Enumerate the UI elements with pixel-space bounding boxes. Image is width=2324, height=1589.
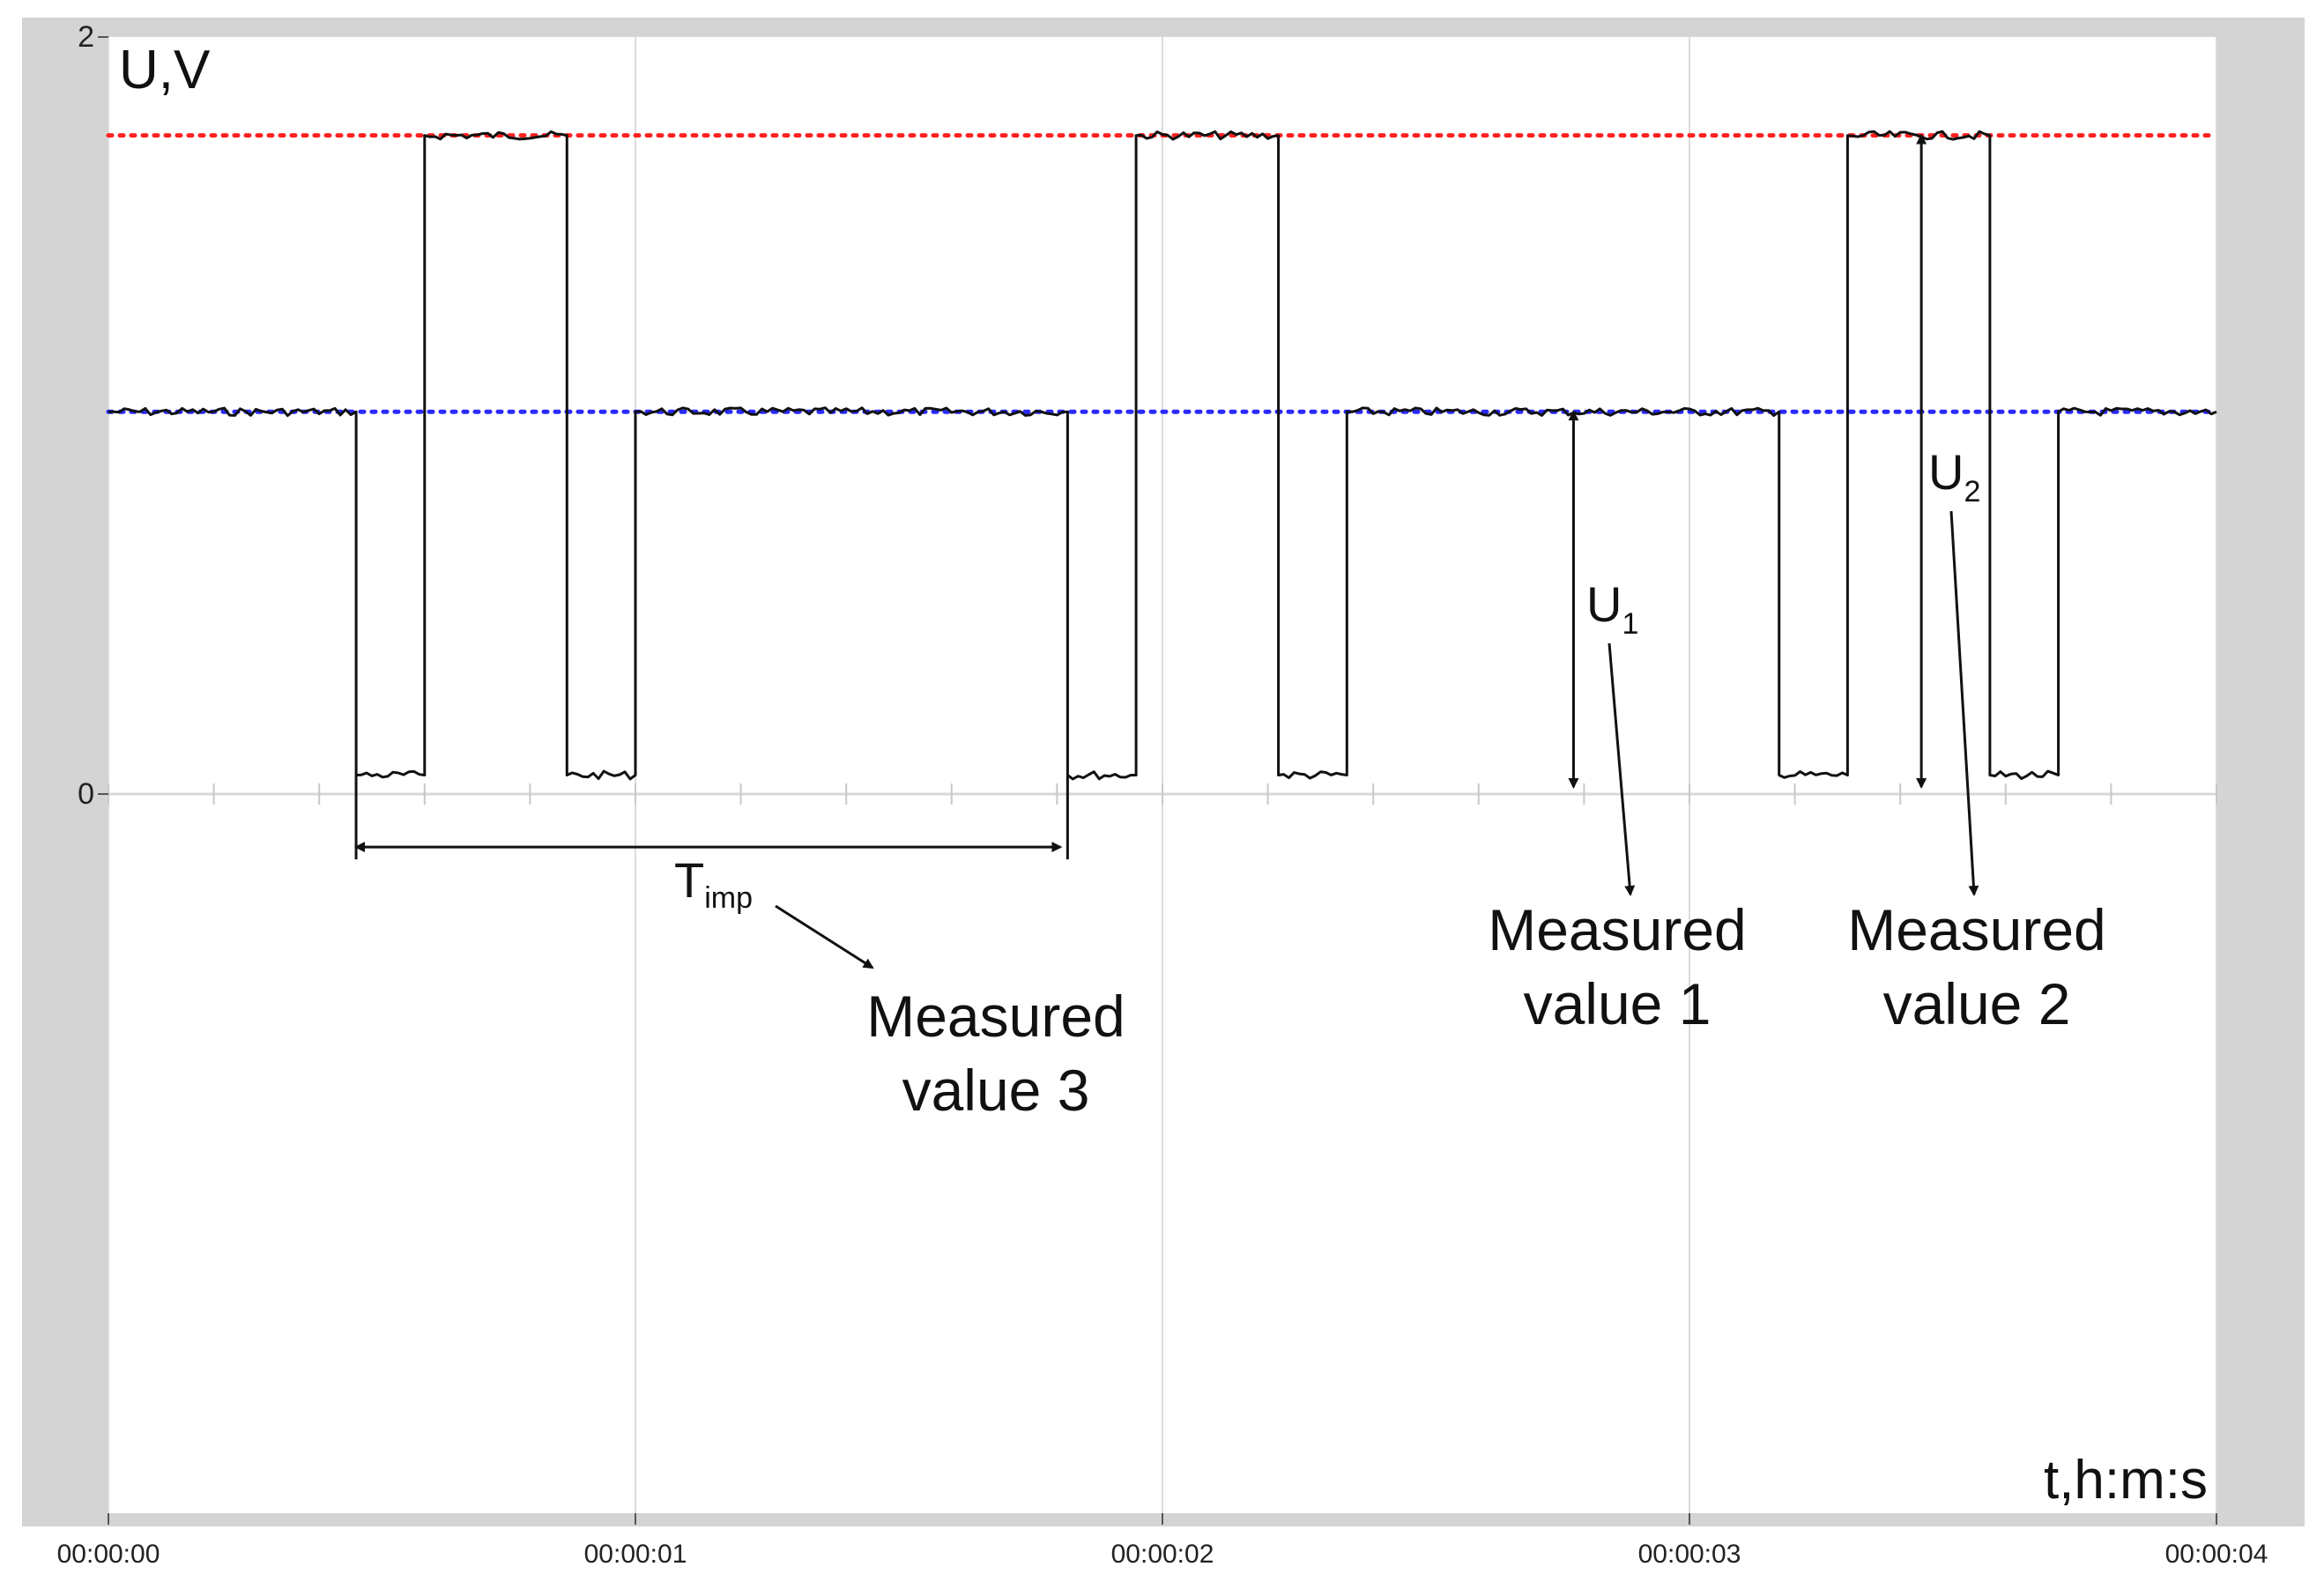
annotations <box>354 133 1979 969</box>
x-axis-label: t,h:m:s <box>2044 1450 2208 1511</box>
u2-label: U2 <box>1928 444 1980 509</box>
u2-leader-arrow <box>1949 510 1979 896</box>
measured-value-2-line2: value 2 <box>1883 971 2071 1036</box>
timp-label: Timp <box>674 852 753 915</box>
x-tick-label-1: 00:00:01 <box>584 1540 687 1569</box>
y-tick-label-0: 0 <box>78 777 94 811</box>
timp-leader-arrow <box>775 904 874 969</box>
u1-leader-arrow <box>1607 642 1636 896</box>
x-tick-label-3: 00:00:03 <box>1638 1540 1741 1569</box>
minor-ticks <box>108 783 2217 805</box>
measured-value-3-line1: Measured <box>866 984 1125 1049</box>
series-group <box>108 130 2217 781</box>
y-ticks: 02 <box>78 20 108 811</box>
series-line-0 <box>108 130 2217 781</box>
x-ticks: 00:00:00 00:00:01 00:00:02 00:00:03 00:00:04 <box>57 1513 2268 1569</box>
measured-value-3-line2: value 3 <box>902 1058 1090 1123</box>
y-tick-label-1: 2 <box>78 20 94 54</box>
u1-label: U1 <box>1586 576 1638 641</box>
measured-value-2-line1: Measured <box>1847 897 2106 962</box>
measured-value-1-line1: Measured <box>1488 897 1747 962</box>
x-tick-label-4: 00:00:04 <box>2165 1540 2268 1569</box>
measured-value-1-line2: value 1 <box>1524 971 1711 1036</box>
y-axis-label: U,V <box>119 40 211 100</box>
x-tick-label-0: 00:00:00 <box>57 1540 160 1569</box>
x-tick-label-2: 00:00:02 <box>1111 1540 1214 1569</box>
